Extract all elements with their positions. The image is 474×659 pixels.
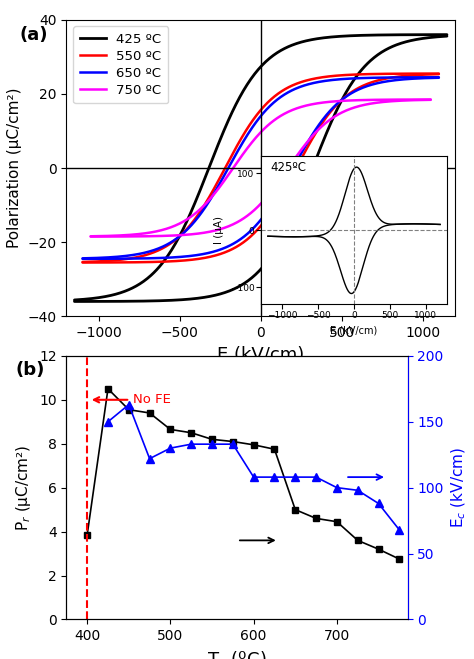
X-axis label: T$_s$ (ºC): T$_s$ (ºC) bbox=[207, 648, 267, 659]
Y-axis label: Polarization (μC/cm²): Polarization (μC/cm²) bbox=[7, 88, 22, 248]
Y-axis label: P$_r$ (μC/cm²): P$_r$ (μC/cm²) bbox=[15, 444, 34, 531]
Text: (b): (b) bbox=[15, 361, 45, 379]
Legend: 425 ºC, 550 ºC, 650 ºC, 750 ºC: 425 ºC, 550 ºC, 650 ºC, 750 ºC bbox=[73, 26, 168, 103]
Text: (a): (a) bbox=[20, 26, 48, 43]
Y-axis label: E$_c$ (kV/cm): E$_c$ (kV/cm) bbox=[449, 447, 468, 529]
Text: No FE: No FE bbox=[94, 393, 171, 407]
X-axis label: E (kV/cm): E (kV/cm) bbox=[217, 345, 304, 364]
